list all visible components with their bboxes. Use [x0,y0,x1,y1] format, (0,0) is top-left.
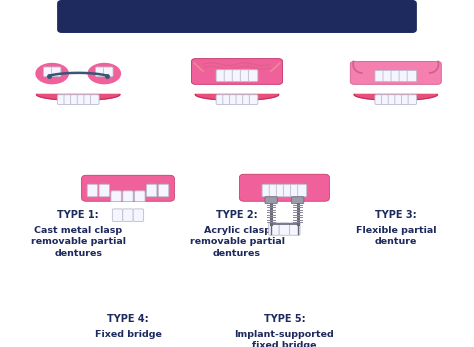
FancyBboxPatch shape [224,70,234,82]
FancyBboxPatch shape [229,95,238,104]
FancyBboxPatch shape [262,184,271,197]
FancyBboxPatch shape [236,95,245,104]
FancyBboxPatch shape [290,223,300,235]
FancyBboxPatch shape [407,70,417,82]
FancyBboxPatch shape [71,95,79,104]
FancyBboxPatch shape [375,95,383,104]
Text: TYPE 5:: TYPE 5: [264,314,305,324]
FancyBboxPatch shape [292,197,304,204]
FancyBboxPatch shape [350,61,441,84]
FancyBboxPatch shape [84,95,92,104]
FancyBboxPatch shape [269,184,278,197]
Text: Cast metal clasp
removable partial
dentures: Cast metal clasp removable partial dentu… [31,226,126,258]
FancyBboxPatch shape [279,223,290,235]
FancyBboxPatch shape [276,184,285,197]
FancyBboxPatch shape [44,67,53,77]
Ellipse shape [36,64,68,84]
FancyBboxPatch shape [265,197,277,204]
FancyBboxPatch shape [248,70,258,82]
Text: Types of Partial Dentures: Types of Partial Dentures [132,9,342,24]
FancyBboxPatch shape [191,59,283,84]
FancyBboxPatch shape [82,175,174,201]
FancyBboxPatch shape [232,70,242,82]
FancyBboxPatch shape [408,95,417,104]
FancyBboxPatch shape [112,209,123,221]
FancyBboxPatch shape [216,70,226,82]
FancyBboxPatch shape [239,174,329,201]
Text: TYPE 2:: TYPE 2: [216,210,258,220]
Text: Acrylic clasp
removable partial
dentures: Acrylic clasp removable partial dentures [190,226,284,258]
FancyBboxPatch shape [87,184,98,197]
FancyBboxPatch shape [104,67,113,77]
FancyBboxPatch shape [291,184,300,197]
FancyBboxPatch shape [391,70,401,82]
Text: Flexible partial
denture: Flexible partial denture [356,226,436,246]
FancyBboxPatch shape [64,95,73,104]
FancyBboxPatch shape [298,184,307,197]
FancyBboxPatch shape [401,95,410,104]
FancyBboxPatch shape [240,70,250,82]
FancyBboxPatch shape [375,70,384,82]
FancyBboxPatch shape [399,70,409,82]
FancyBboxPatch shape [133,209,144,221]
FancyBboxPatch shape [135,191,145,202]
FancyBboxPatch shape [395,95,403,104]
Text: TYPE 3:: TYPE 3: [375,210,417,220]
Text: TYPE 4:: TYPE 4: [107,314,149,324]
FancyBboxPatch shape [58,1,416,32]
Polygon shape [195,94,279,100]
FancyBboxPatch shape [57,95,66,104]
FancyBboxPatch shape [99,184,109,197]
FancyBboxPatch shape [146,184,157,197]
FancyBboxPatch shape [283,184,292,197]
FancyBboxPatch shape [216,95,225,104]
FancyBboxPatch shape [158,184,169,197]
FancyBboxPatch shape [388,95,397,104]
FancyBboxPatch shape [223,95,231,104]
Ellipse shape [88,64,120,84]
FancyBboxPatch shape [111,191,121,202]
FancyBboxPatch shape [269,223,279,235]
Polygon shape [354,94,438,100]
FancyBboxPatch shape [91,95,99,104]
Text: Implant-supported
fixed bridge: Implant-supported fixed bridge [235,330,334,347]
FancyBboxPatch shape [243,95,251,104]
FancyBboxPatch shape [52,67,61,77]
FancyBboxPatch shape [383,70,392,82]
FancyBboxPatch shape [96,67,105,77]
FancyBboxPatch shape [123,191,133,202]
Text: Fixed bridge: Fixed bridge [94,330,162,339]
FancyBboxPatch shape [382,95,390,104]
FancyBboxPatch shape [123,209,133,221]
Polygon shape [36,94,120,100]
FancyBboxPatch shape [249,95,258,104]
FancyBboxPatch shape [77,95,86,104]
Text: TYPE 1:: TYPE 1: [57,210,99,220]
